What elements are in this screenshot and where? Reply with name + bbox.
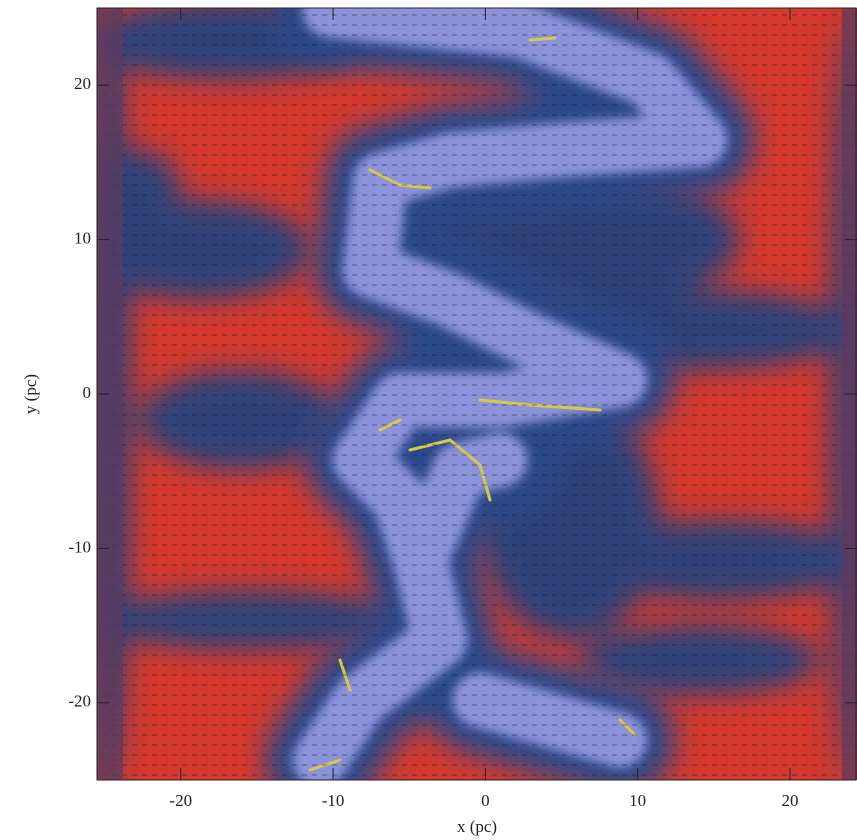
axes: -20 -10 0 10 20 -20 -10 0 10 20 — [68, 8, 857, 810]
x-axis-label: x (pc) — [457, 817, 497, 836]
y-tick-label: 20 — [74, 74, 91, 93]
y-tick-label: -20 — [68, 692, 91, 711]
y-tick-label: 10 — [74, 229, 91, 248]
density-map — [97, 8, 857, 780]
x-tick-label: 10 — [629, 791, 646, 810]
x-tick-label: 0 — [481, 791, 490, 810]
y-tick-label: -10 — [68, 537, 91, 556]
y-tick-label: 0 — [83, 383, 92, 402]
x-tick-label: 20 — [781, 791, 798, 810]
x-tick-label: -20 — [169, 791, 192, 810]
y-axis-label: y (pc) — [21, 374, 40, 414]
x-tick-label: -10 — [322, 791, 345, 810]
